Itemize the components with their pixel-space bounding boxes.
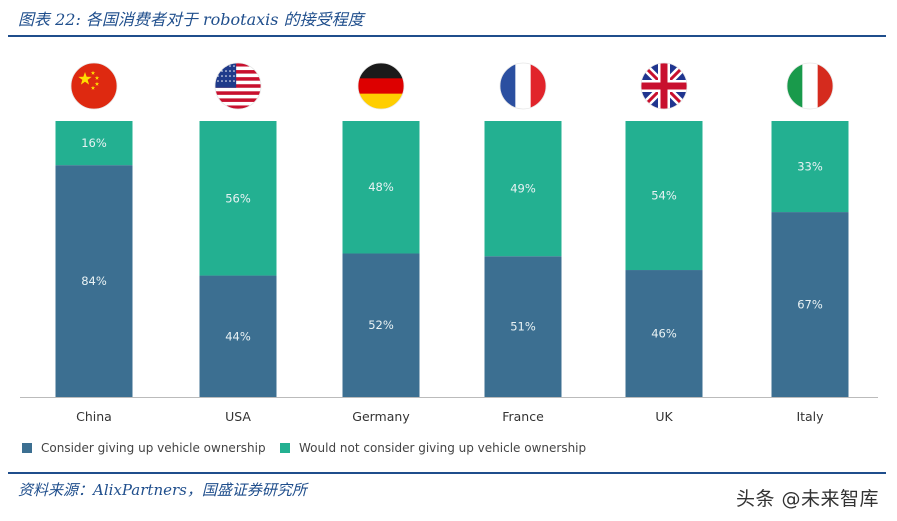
bar-china-would-not (55, 121, 133, 166)
data-label: 51% (510, 320, 536, 334)
title-divider (8, 35, 886, 37)
category-label: Italy (796, 409, 824, 424)
bar-usa-consider (199, 275, 277, 397)
bar-france-would-not (484, 121, 562, 257)
data-label: 46% (651, 327, 677, 341)
source-note: 资料来源：AlixPartners，国盛证券研究所 (18, 481, 307, 499)
germany-flag-icon (357, 62, 405, 110)
legend-swatch-consider (22, 443, 32, 453)
bar-usa-would-not (199, 121, 277, 276)
china-flag-icon (70, 62, 118, 110)
bar-italy-consider (771, 212, 849, 397)
category-label: France (502, 409, 544, 424)
data-label: 67% (797, 298, 823, 312)
france-flag-icon (499, 62, 547, 110)
bar-france-consider (484, 256, 562, 397)
category-label: China (76, 409, 112, 424)
bar-uk-would-not (625, 121, 703, 271)
stacked-bar-chart: 84% 16% China 44% 56% USA 52% 48% Germany 51% 49% F… (20, 62, 878, 424)
data-label: 49% (510, 182, 536, 196)
usa-flag-icon (214, 62, 262, 110)
category-label: UK (655, 409, 673, 424)
data-label: 54% (651, 189, 677, 203)
data-label: 48% (368, 180, 394, 194)
legend-item-consider: Consider giving up vehicle ownership (22, 441, 266, 455)
watermark: 头条 @未来智库 (735, 488, 879, 510)
figure-title: 图表 22: 各国消费者对于 robotaxis 的接受程度 (18, 10, 364, 29)
italy-flag-icon (786, 62, 834, 110)
data-label: 52% (368, 318, 394, 332)
category-label: Germany (352, 409, 410, 424)
data-label: 84% (81, 274, 107, 288)
footer-divider (8, 472, 886, 474)
bar-china-consider (55, 165, 133, 397)
legend-label-consider: Consider giving up vehicle ownership (41, 441, 266, 455)
data-label: 44% (225, 329, 251, 343)
legend-label-would-not: Would not consider giving up vehicle own… (299, 441, 587, 455)
bar-germany-would-not (342, 121, 420, 254)
uk-flag-icon (640, 62, 688, 110)
data-label: 56% (225, 191, 251, 205)
category-label: USA (225, 409, 251, 424)
data-label: 33% (797, 160, 823, 174)
legend-swatch-would-not (280, 443, 290, 453)
bar-uk-consider (625, 270, 703, 397)
data-label: 16% (81, 136, 107, 150)
bar-germany-consider (342, 253, 420, 397)
legend-item-would-not: Would not consider giving up vehicle own… (280, 441, 586, 455)
bar-italy-would-not (771, 121, 849, 213)
